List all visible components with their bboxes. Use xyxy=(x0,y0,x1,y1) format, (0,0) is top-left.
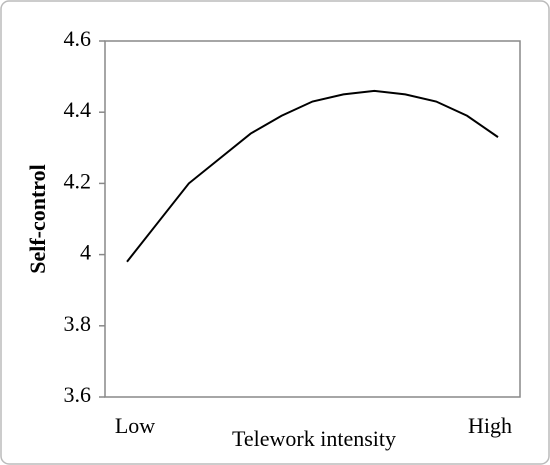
y-tick-label: 4 xyxy=(80,240,91,265)
x-tick-label: Low xyxy=(115,413,155,438)
plot-area xyxy=(104,40,521,398)
y-tick-label: 4.4 xyxy=(64,97,92,122)
y-tick-label: 4.6 xyxy=(64,26,92,51)
y-tick-label: 3.8 xyxy=(64,311,92,336)
y-tick-label: 3.6 xyxy=(64,382,92,407)
y-tick-label: 4.2 xyxy=(64,168,92,193)
x-tick-label: High xyxy=(468,413,512,438)
line xyxy=(126,89,499,263)
x-axis-title: Telework intensity xyxy=(232,426,396,451)
y-axis-title: Self-control xyxy=(25,164,50,274)
